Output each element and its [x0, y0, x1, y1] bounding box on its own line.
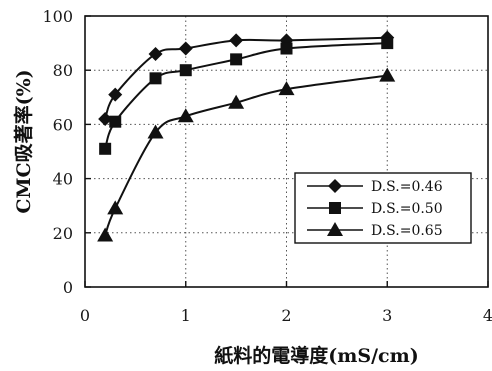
data-point-square — [179, 64, 192, 77]
data-point-triangle — [97, 227, 114, 242]
data-point-triangle — [177, 108, 194, 123]
legend-label: D.S.=0.46 — [371, 179, 443, 195]
data-point-triangle — [107, 200, 124, 215]
y-tick-label: 20 — [53, 224, 73, 243]
x-axis-title: 紙料的電導度(mS/cm) — [214, 344, 418, 367]
y-tick-label: 40 — [53, 170, 73, 189]
tick-labels: 0 20 40 60 80 100 0 1 2 3 4 — [42, 7, 492, 325]
legend: D.S.=0.46 D.S.=0.50 D.S.=0.65 — [294, 172, 472, 244]
data-point-diamond — [98, 111, 113, 126]
legend-marker-diamond — [328, 179, 342, 193]
series-group — [97, 30, 396, 242]
legend-label: D.S.=0.65 — [371, 223, 443, 239]
series-2 — [99, 37, 394, 155]
legend-marker-square — [329, 202, 341, 214]
data-point-triangle — [278, 81, 295, 96]
data-point-triangle — [379, 67, 396, 82]
data-point-diamond — [229, 33, 244, 48]
data-point-diamond — [178, 41, 193, 56]
data-point-square — [381, 37, 394, 50]
series-3 — [97, 67, 396, 242]
y-tick-label: 60 — [53, 115, 73, 134]
legend-label: D.S.=0.50 — [371, 201, 443, 217]
data-point-square — [109, 115, 122, 128]
x-tick-label: 2 — [281, 306, 291, 325]
y-tick-label: 0 — [63, 278, 73, 297]
data-point-square — [230, 53, 243, 66]
grid — [85, 16, 488, 287]
y-axis-title: CMC吸著率(%) — [12, 69, 35, 213]
y-tick-label: 80 — [53, 61, 73, 80]
series-line-1 — [104, 36, 388, 120]
data-point-triangle — [147, 124, 164, 139]
x-tick-label: 3 — [382, 306, 392, 325]
data-point-diamond — [148, 46, 163, 61]
legend-marker-triangle — [327, 222, 343, 236]
data-point-triangle — [228, 94, 245, 109]
x-tick-label: 0 — [80, 306, 90, 325]
x-tick-label: 1 — [181, 306, 191, 325]
data-point-square — [280, 42, 293, 55]
x-tick-label: 4 — [483, 306, 492, 325]
data-point-square — [149, 72, 162, 85]
data-point-diamond — [108, 87, 123, 102]
data-point-square — [99, 142, 112, 155]
axes — [84, 15, 489, 288]
y-tick-label: 100 — [42, 7, 73, 26]
